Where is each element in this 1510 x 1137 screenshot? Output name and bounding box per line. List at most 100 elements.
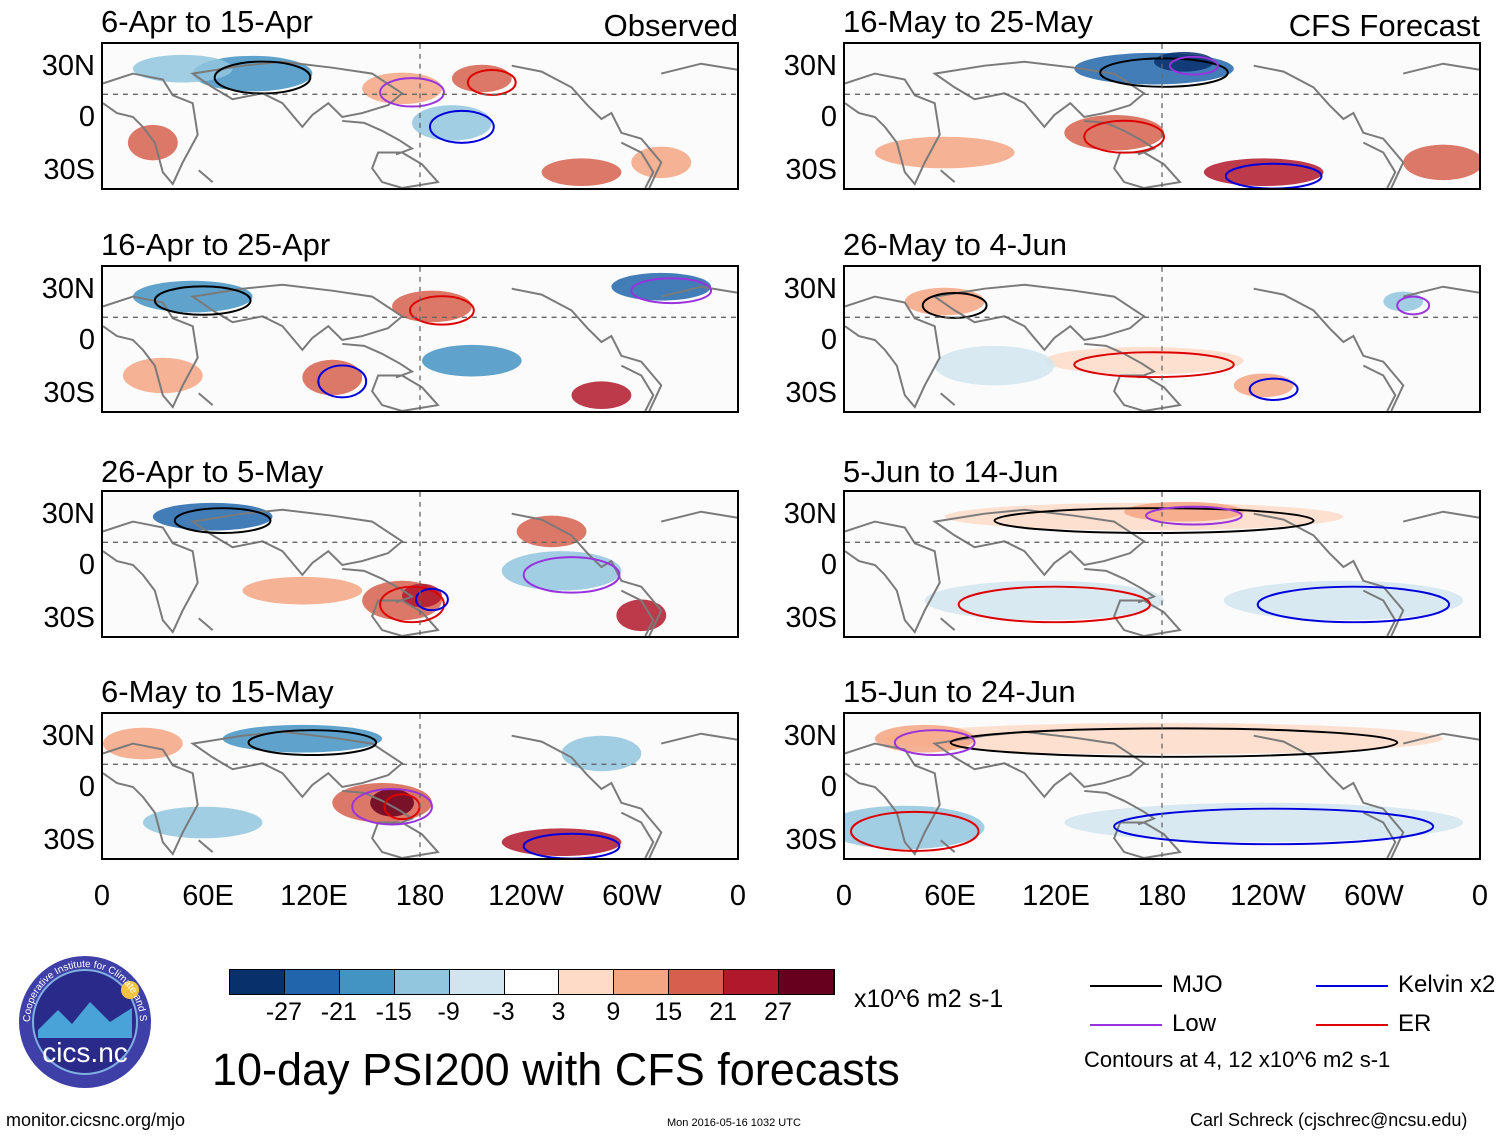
legend-line — [1316, 985, 1388, 987]
lat-label: 0 — [78, 101, 95, 133]
lat-label: 30S — [43, 602, 95, 634]
anomaly-shading — [501, 551, 622, 591]
colorbar-tick-label: -3 — [492, 998, 515, 1026]
panel-title: 6-Apr to 15-Apr — [101, 4, 313, 39]
lon-label: 60E — [924, 880, 976, 912]
anomaly-shading — [451, 64, 512, 93]
lon-label: 0 — [1471, 880, 1489, 912]
lon-label: 120E — [1022, 880, 1090, 912]
anomaly-shading — [362, 72, 442, 105]
lat-label: 30S — [785, 602, 837, 634]
lat-label: 30N — [783, 720, 837, 752]
contour-line — [153, 285, 252, 316]
colorbar-swatch — [230, 970, 285, 994]
lat-label: 30S — [785, 377, 837, 409]
contour-line — [1168, 55, 1219, 76]
contour-line — [428, 109, 495, 144]
contour-line — [317, 364, 368, 399]
anomaly-shading — [152, 502, 273, 531]
contour-line — [351, 787, 433, 826]
legend-line — [1090, 985, 1162, 987]
contour-line — [379, 77, 445, 108]
contour-line — [949, 727, 1399, 758]
colorbar-swatch — [559, 970, 615, 994]
lon-label: 0 — [835, 880, 853, 912]
colorbar-swatch — [614, 970, 670, 994]
lon-label: 0 — [93, 880, 111, 912]
lon-label: 180 — [395, 880, 445, 912]
colorbar-swatch — [669, 970, 725, 994]
contour-line — [993, 507, 1315, 535]
legend-line — [1316, 1024, 1388, 1026]
anomaly-shading — [1203, 158, 1324, 187]
colorbar-swatch — [394, 970, 450, 994]
psi200-map-panel — [101, 265, 739, 413]
anomaly-shading — [127, 124, 178, 161]
psi200-map-panel — [843, 712, 1481, 860]
lat-label: 30S — [43, 154, 95, 186]
contour-line — [379, 585, 445, 624]
colorbar — [229, 969, 835, 995]
colorbar-swatch — [284, 970, 340, 994]
anomaly-shading — [122, 357, 203, 394]
colorbar-tick-label: -15 — [375, 998, 412, 1026]
contour-line — [1099, 57, 1229, 88]
panel-title: 26-Apr to 5-May — [101, 454, 324, 489]
anomaly-shading — [1064, 115, 1164, 151]
panel-title: 15-Jun to 24-Jun — [843, 674, 1076, 709]
colorbar-swatch — [449, 970, 505, 994]
anomaly-shading — [103, 727, 183, 760]
anomaly-shading — [904, 287, 985, 316]
panel-title: 26-May to 4-Jun — [843, 227, 1067, 262]
psi200-map-panel — [101, 712, 739, 860]
psi200-map-panel — [843, 265, 1481, 413]
contour-line — [957, 585, 1152, 624]
lat-label: 30N — [41, 720, 95, 752]
contour-line — [1256, 585, 1451, 624]
lat-label: 30N — [41, 50, 95, 82]
contour-line — [1145, 505, 1243, 526]
contour-line — [630, 277, 713, 305]
footer-website[interactable]: monitor.cicsnc.org/mjo — [6, 1110, 186, 1130]
contour-line — [893, 729, 976, 757]
logo-text: cics.nc — [42, 1037, 128, 1068]
lon-label: 0 — [729, 880, 747, 912]
main-title: 10-day PSI200 with CFS forecasts — [212, 1044, 900, 1095]
contour-line — [1248, 377, 1299, 401]
lon-label: 120W — [1230, 880, 1306, 912]
anomaly-shading — [370, 788, 415, 817]
colorbar-tick-label: 3 — [551, 998, 566, 1026]
contour-line — [849, 810, 980, 852]
contour-line — [522, 556, 621, 594]
colorbar-tick-label: -9 — [437, 998, 460, 1026]
anomaly-shading — [561, 735, 642, 772]
colorbar-tick-label: 9 — [606, 998, 621, 1026]
anomaly-shading — [616, 599, 667, 632]
panel-title: 16-May to 25-May — [843, 4, 1093, 39]
contour-line — [213, 60, 312, 95]
lon-label: 60W — [602, 880, 662, 912]
anomaly-shading — [1044, 346, 1244, 375]
contour-line — [409, 295, 475, 326]
lat-label: 30N — [41, 273, 95, 305]
anomaly-shading — [242, 576, 363, 605]
colorbar-tick-label: 15 — [654, 998, 683, 1026]
anomaly-shading — [412, 105, 492, 141]
colorbar-swatch — [779, 970, 834, 994]
anomaly-shading — [1383, 291, 1424, 312]
anomaly-shading — [132, 54, 233, 83]
lat-label: 30N — [783, 498, 837, 530]
lat-label: 30S — [43, 377, 95, 409]
footer-credit: Carl Schreck (cjschrec@ncsu.edu) — [1190, 1110, 1468, 1130]
contour-line — [1083, 119, 1165, 154]
colorbar-swatch — [504, 970, 560, 994]
anomaly-shading — [571, 381, 632, 410]
contour-line — [247, 729, 378, 757]
colorbar-swatch — [724, 970, 780, 994]
contour-line — [415, 587, 449, 612]
colorbar-tick-label: -21 — [320, 998, 357, 1026]
lon-label: 120E — [280, 880, 348, 912]
lat-label: 30N — [783, 273, 837, 305]
anomaly-shading — [924, 580, 1164, 621]
panel-title: 16-Apr to 25-Apr — [101, 227, 331, 262]
